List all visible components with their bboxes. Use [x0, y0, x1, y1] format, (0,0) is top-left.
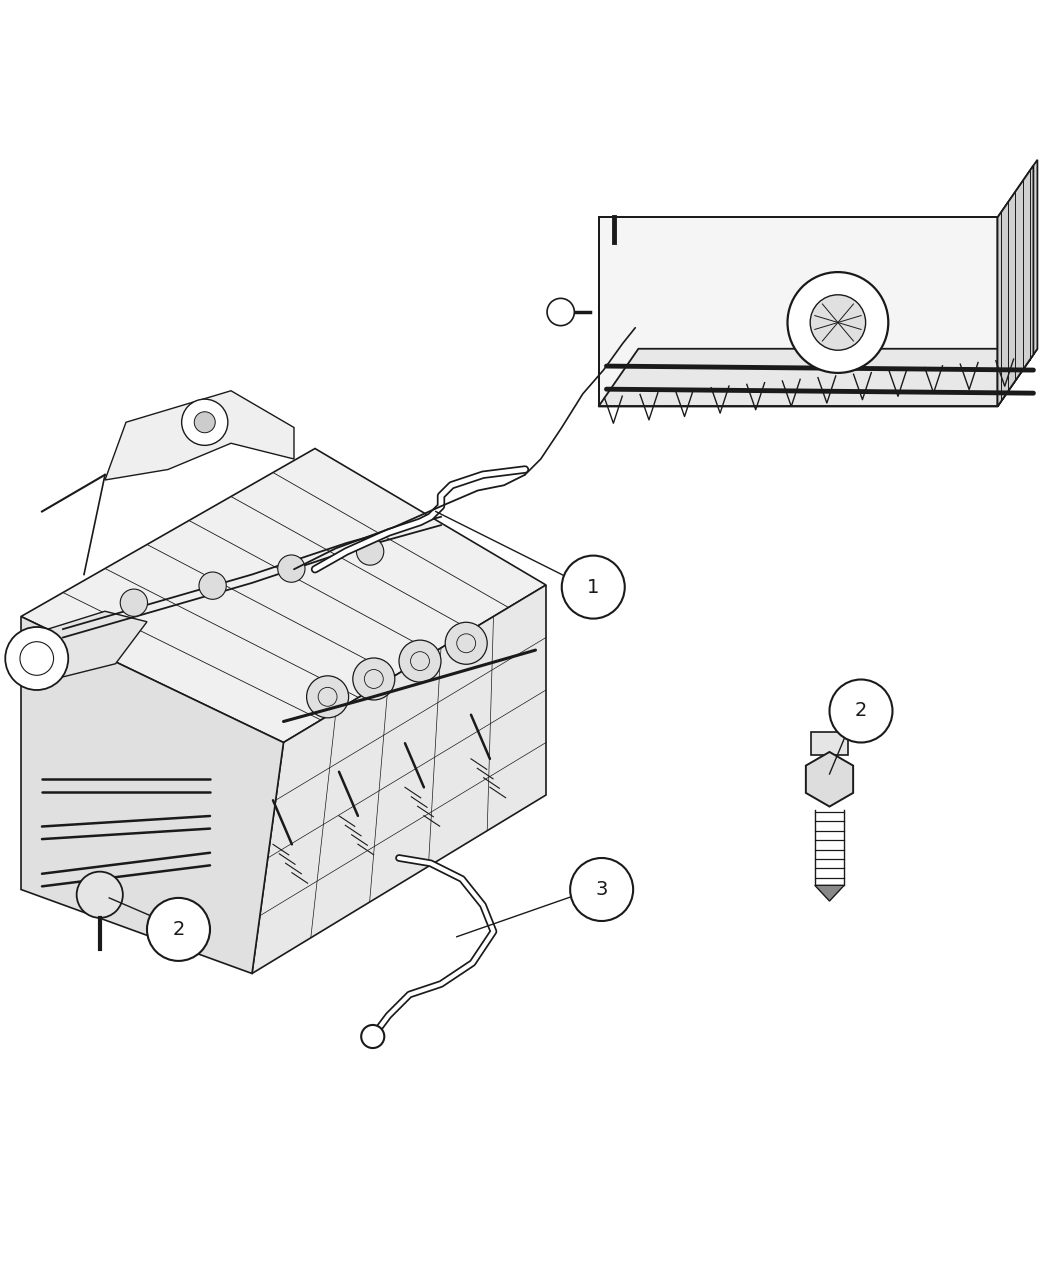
- Circle shape: [182, 399, 228, 445]
- Text: 1: 1: [587, 578, 600, 597]
- Circle shape: [198, 572, 226, 599]
- Circle shape: [194, 412, 215, 432]
- Polygon shape: [598, 218, 998, 407]
- Polygon shape: [998, 159, 1037, 407]
- Circle shape: [811, 295, 865, 351]
- Polygon shape: [21, 449, 546, 742]
- Text: 2: 2: [855, 701, 867, 720]
- Polygon shape: [815, 885, 844, 901]
- Polygon shape: [598, 349, 1037, 407]
- Polygon shape: [21, 449, 546, 974]
- Bar: [811, 732, 848, 755]
- Circle shape: [361, 1025, 384, 1048]
- Circle shape: [5, 627, 68, 690]
- Circle shape: [445, 622, 487, 664]
- Circle shape: [353, 658, 395, 700]
- Circle shape: [120, 589, 147, 616]
- Polygon shape: [998, 166, 1033, 407]
- Circle shape: [277, 555, 304, 583]
- Polygon shape: [21, 611, 147, 685]
- Circle shape: [147, 898, 210, 961]
- Text: 2: 2: [172, 919, 185, 938]
- Circle shape: [570, 858, 633, 921]
- Circle shape: [77, 872, 123, 918]
- Circle shape: [788, 272, 888, 372]
- Text: 3: 3: [595, 880, 608, 899]
- Circle shape: [547, 298, 574, 325]
- Polygon shape: [105, 390, 294, 479]
- Polygon shape: [252, 585, 546, 974]
- Circle shape: [399, 640, 441, 682]
- Circle shape: [357, 538, 384, 565]
- Polygon shape: [805, 752, 854, 807]
- Circle shape: [830, 680, 892, 742]
- Circle shape: [307, 676, 349, 718]
- Polygon shape: [21, 617, 284, 974]
- Circle shape: [562, 556, 625, 618]
